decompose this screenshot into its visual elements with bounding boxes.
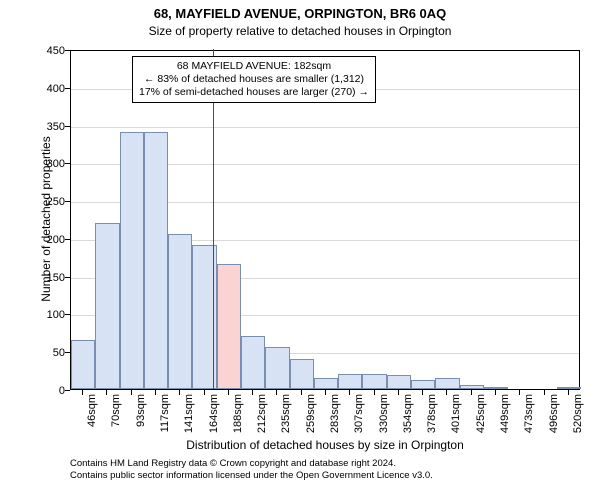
y-tick <box>65 277 70 278</box>
x-tick <box>398 390 399 395</box>
x-tick-label: 46sqm <box>86 394 98 427</box>
x-tick <box>204 390 205 395</box>
x-tick-label: 330sqm <box>378 394 390 433</box>
x-tick-label: 141sqm <box>183 394 195 433</box>
y-tick <box>65 352 70 353</box>
histogram-bar <box>95 223 119 389</box>
x-tick <box>252 390 253 395</box>
y-tick <box>65 390 70 391</box>
y-tick-label: 400 <box>47 83 65 95</box>
x-tick-label: 235sqm <box>280 394 292 433</box>
x-tick-label: 473sqm <box>523 394 535 433</box>
x-tick <box>155 390 156 395</box>
x-tick <box>422 390 423 395</box>
x-tick <box>349 390 350 395</box>
x-tick-label: 307sqm <box>353 394 365 433</box>
histogram-bar <box>241 336 265 389</box>
y-tick-label: 450 <box>47 45 65 57</box>
x-tick <box>471 390 472 395</box>
histogram-bar <box>460 385 484 389</box>
histogram-bar <box>387 375 411 389</box>
x-tick-label: 283sqm <box>329 394 341 433</box>
annotation-box: 68 MAYFIELD AVENUE: 182sqm← 83% of detac… <box>132 56 376 103</box>
y-tick <box>65 163 70 164</box>
x-tick-label: 117sqm <box>159 394 171 432</box>
histogram-bar <box>484 387 508 389</box>
x-tick <box>544 390 545 395</box>
y-tick-label: 0 <box>59 385 65 397</box>
y-tick <box>65 126 70 127</box>
x-tick-label: 164sqm <box>208 394 220 433</box>
footer-line: Contains public sector information licen… <box>70 470 433 482</box>
x-tick-label: 70sqm <box>110 394 122 427</box>
histogram-bar <box>144 132 168 389</box>
histogram-bar <box>265 347 289 389</box>
x-tick <box>519 390 520 395</box>
x-tick-label: 449sqm <box>499 394 511 433</box>
histogram-bar <box>217 264 241 389</box>
x-axis-label: Distribution of detached houses by size … <box>70 438 580 452</box>
y-tick-label: 50 <box>53 347 65 359</box>
histogram-bar <box>557 387 581 389</box>
x-tick <box>374 390 375 395</box>
x-tick-label: 520sqm <box>572 394 584 433</box>
x-tick <box>276 390 277 395</box>
histogram-bar <box>290 359 314 389</box>
x-tick <box>179 390 180 395</box>
histogram-bar <box>411 380 435 389</box>
y-tick <box>65 314 70 315</box>
x-tick <box>131 390 132 395</box>
annotation-line: 68 MAYFIELD AVENUE: 182sqm <box>139 60 369 73</box>
x-tick <box>446 390 447 395</box>
histogram-bar <box>362 374 386 389</box>
x-tick <box>228 390 229 395</box>
chart-subtitle: Size of property relative to detached ho… <box>0 24 600 38</box>
y-tick <box>65 88 70 89</box>
x-tick <box>106 390 107 395</box>
annotation-line: 17% of semi-detached houses are larger (… <box>139 86 369 99</box>
x-tick-label: 496sqm <box>548 394 560 433</box>
chart-title: 68, MAYFIELD AVENUE, ORPINGTON, BR6 0AQ <box>0 6 600 21</box>
histogram-bar <box>338 374 362 389</box>
y-axis-label: Number of detached properties <box>39 119 53 319</box>
annotation-line: ← 83% of detached houses are smaller (1,… <box>139 73 369 86</box>
y-tick <box>65 50 70 51</box>
histogram-bar <box>168 234 192 389</box>
x-tick-label: 378sqm <box>426 394 438 433</box>
x-tick-label: 425sqm <box>475 394 487 433</box>
x-tick-label: 401sqm <box>450 394 462 433</box>
histogram-bar <box>120 132 144 389</box>
histogram-bar <box>435 378 459 389</box>
x-tick <box>495 390 496 395</box>
histogram-bar <box>314 378 338 389</box>
histogram-bar <box>71 340 95 389</box>
x-tick <box>82 390 83 395</box>
x-tick <box>301 390 302 395</box>
x-tick-label: 259sqm <box>305 394 317 433</box>
footer-line: Contains HM Land Registry data © Crown c… <box>70 458 433 470</box>
x-tick <box>568 390 569 395</box>
x-tick-label: 212sqm <box>256 394 268 433</box>
x-tick-label: 188sqm <box>232 394 244 433</box>
gridline <box>71 127 579 128</box>
y-tick <box>65 201 70 202</box>
x-tick-label: 93sqm <box>135 394 147 427</box>
y-tick <box>65 239 70 240</box>
x-tick <box>325 390 326 395</box>
footer: Contains HM Land Registry data © Crown c… <box>70 458 433 482</box>
x-tick-label: 354sqm <box>402 394 414 433</box>
